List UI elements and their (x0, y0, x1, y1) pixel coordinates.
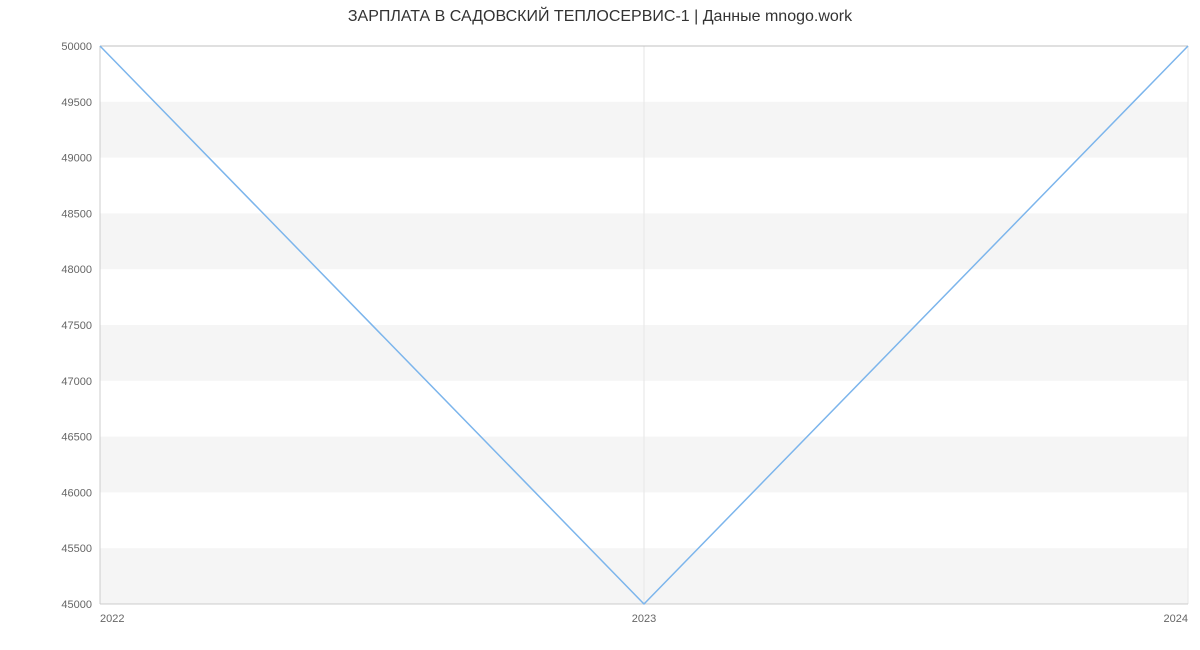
chart-svg: 45000 45500 46000 46500 47000 47500 48000 48500… (0, 0, 1200, 650)
y-tick-label: 45000 (61, 599, 92, 611)
salary-chart: ЗАРПЛАТА В САДОВСКИЙ ТЕПЛОСЕРВИС-1 | Дан… (0, 0, 1200, 650)
y-tick-label: 48500 (61, 208, 92, 220)
y-tick-label: 48000 (61, 264, 92, 276)
x-tick-label: 2023 (632, 613, 656, 625)
y-tick-label: 49000 (61, 153, 92, 165)
y-tick-label: 46500 (61, 432, 92, 444)
y-tick-label: 50000 (61, 41, 92, 53)
y-tick-label: 49500 (61, 97, 92, 109)
x-tick-label: 2022 (100, 613, 124, 625)
y-tick-label: 45500 (61, 543, 92, 555)
y-tick-label: 47000 (61, 376, 92, 388)
y-tick-label: 47500 (61, 320, 92, 332)
y-tick-label: 46000 (61, 487, 92, 499)
x-tick-label: 2024 (1164, 613, 1188, 625)
